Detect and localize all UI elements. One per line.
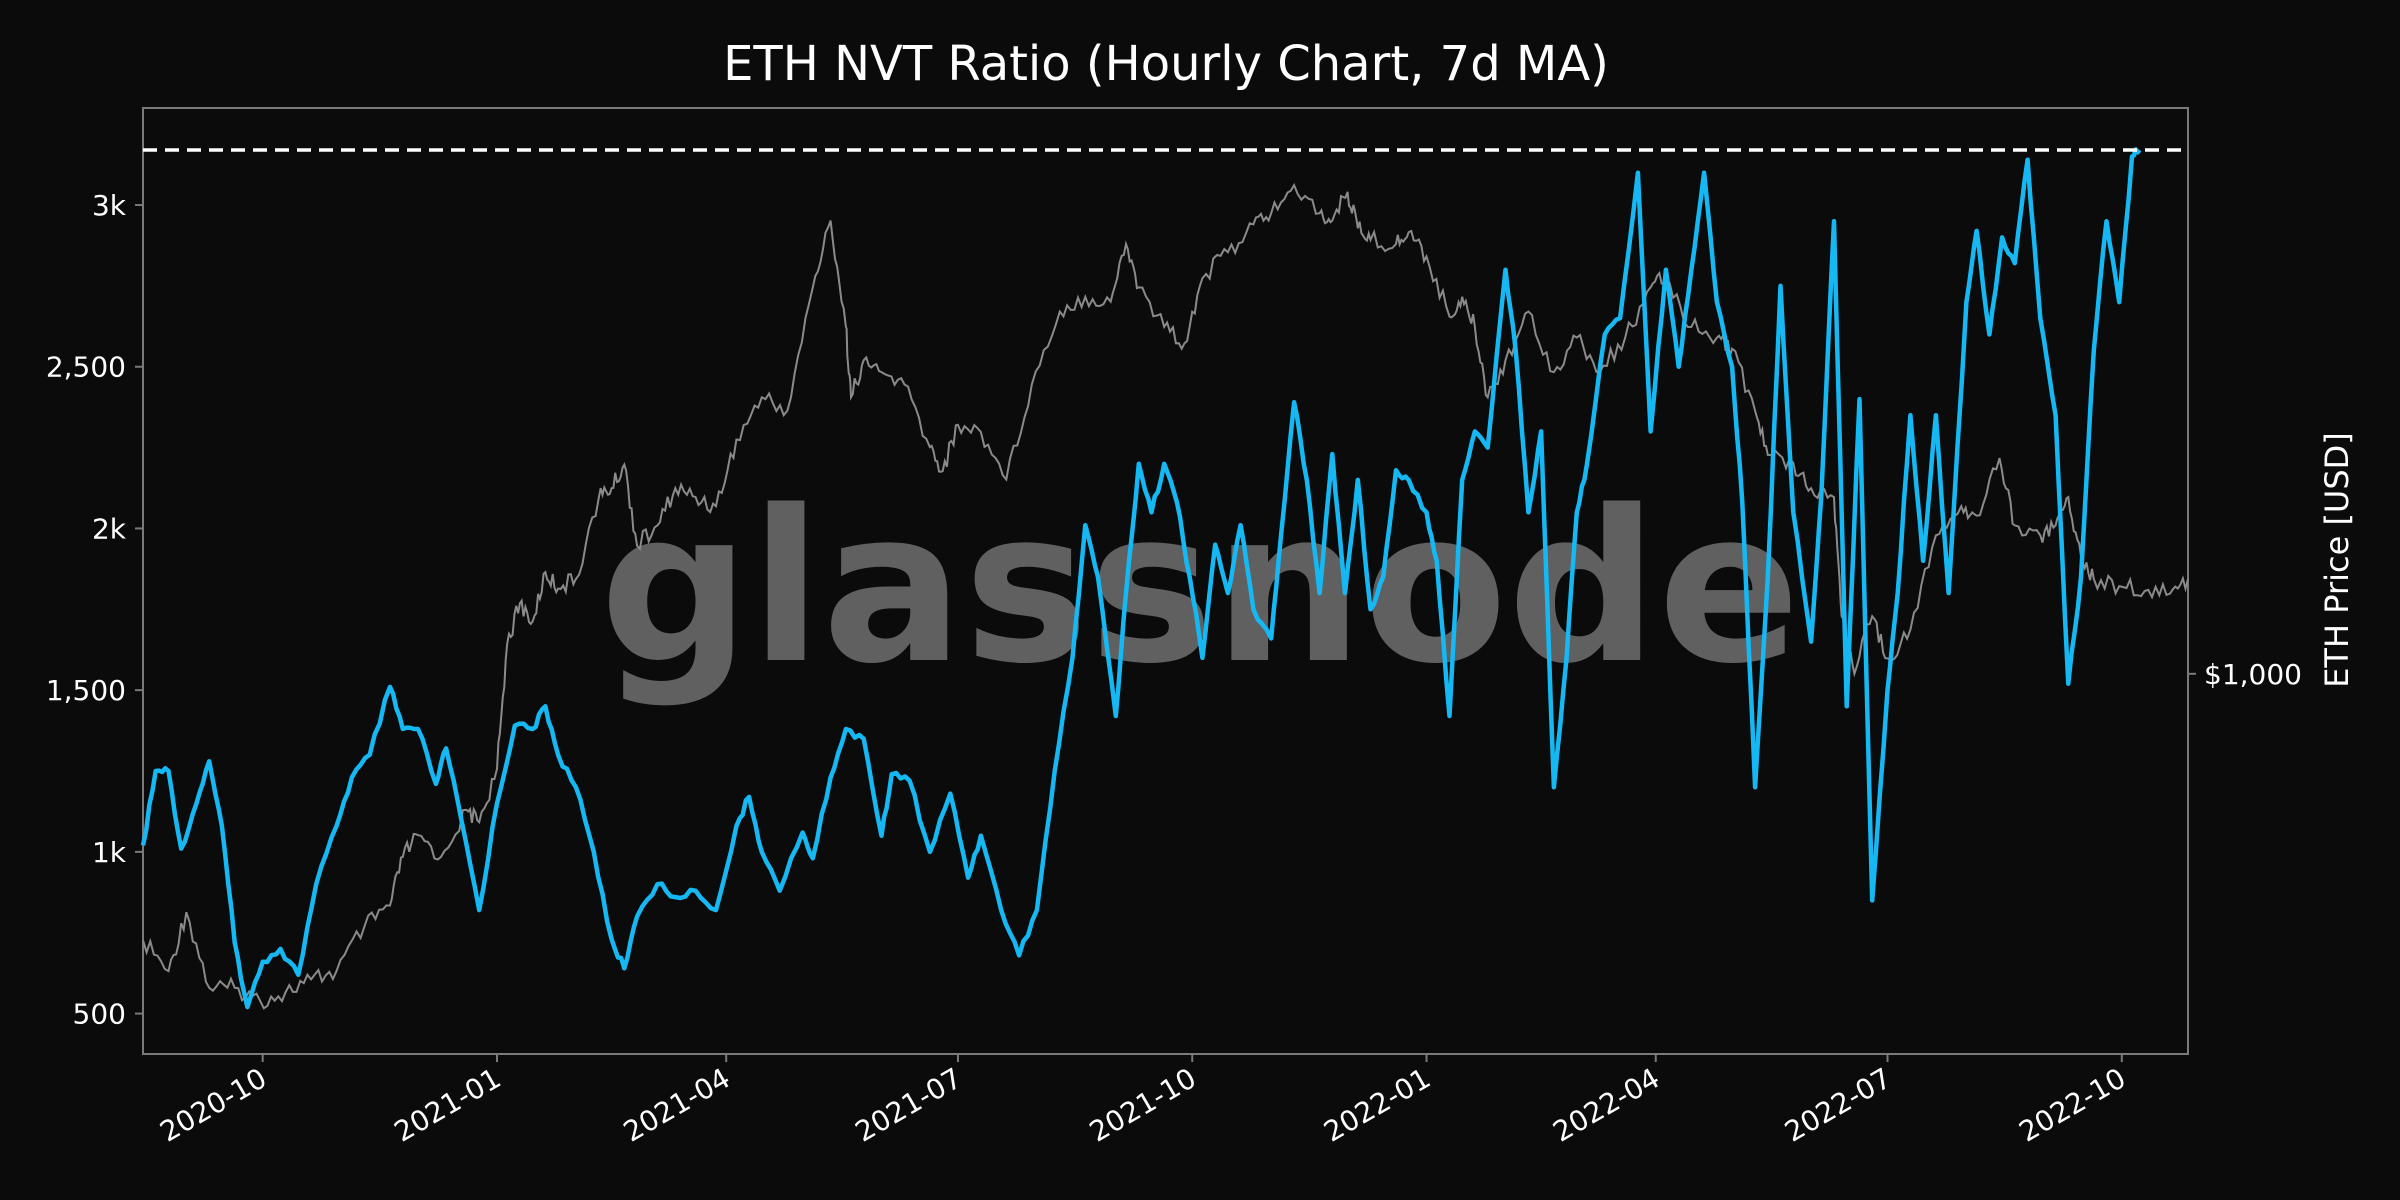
- x-tick-label: 2021-04: [618, 1061, 736, 1148]
- y-left-tick-label: 500: [73, 998, 126, 1031]
- y-right-ticks: $1,000: [2188, 658, 2302, 691]
- y-right-tick-label: $1,000: [2204, 658, 2302, 691]
- y-left-tick-label: 3k: [92, 189, 127, 222]
- x-tick-label: 2020-10: [154, 1061, 272, 1148]
- watermark: glassnode: [600, 465, 1801, 710]
- y-left-tick-label: 1k: [92, 836, 127, 869]
- y-left-tick-label: 2,500: [46, 351, 126, 384]
- x-tick-label: 2022-01: [1318, 1061, 1436, 1148]
- x-tick-label: 2022-04: [1547, 1061, 1665, 1148]
- x-tick-label: 2021-10: [1084, 1061, 1202, 1148]
- x-ticks: 2020-10 2021-01 2021-04 2021-07 2021-10 2022-…: [154, 1054, 2131, 1149]
- nvt-series: [140, 147, 2142, 1010]
- x-tick-label: 2021-07: [850, 1061, 968, 1148]
- y-left-ticks: 500 1k 1,500 2k 2,500 3k: [46, 189, 143, 1031]
- y-right-axis-label: ETH Price [USD]: [2318, 432, 2356, 688]
- y-left-tick-label: 1,500: [46, 674, 126, 707]
- x-tick-label: 2022-07: [1779, 1061, 1897, 1148]
- nvt-ratio-line: [140, 147, 2142, 1010]
- x-tick-label: 2022-10: [2013, 1061, 2131, 1148]
- y-left-tick-label: 2k: [92, 512, 127, 545]
- x-tick-label: 2021-01: [389, 1061, 507, 1148]
- chart-title: ETH NVT Ratio (Hourly Chart, 7d MA): [723, 36, 1609, 92]
